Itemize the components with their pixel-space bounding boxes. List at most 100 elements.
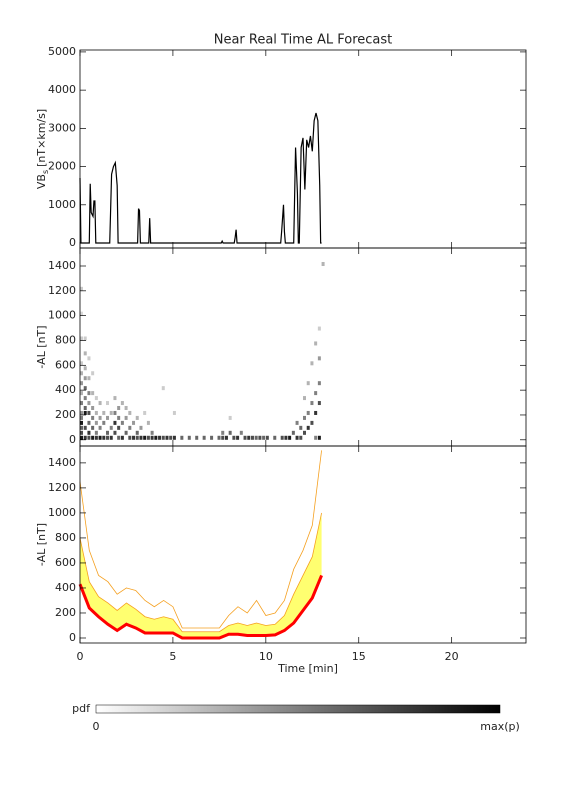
pdf-cell (113, 410, 117, 415)
pdf-cell (221, 435, 225, 440)
pdf-cell (98, 435, 102, 440)
pdf-cell (317, 381, 321, 386)
pdf-cell (98, 401, 102, 406)
y-tick-label: 600 (55, 556, 76, 569)
x-tick-label: 5 (169, 650, 176, 663)
pdf-cell (143, 435, 147, 440)
pdf-cell (317, 356, 321, 361)
pdf-cell (135, 430, 139, 435)
pdf-cell (306, 381, 310, 386)
y-tick-label: 1200 (48, 481, 76, 494)
y-axis-label: -AL [nT] (35, 523, 48, 566)
pdf-cell (120, 420, 124, 425)
y-tick-label: 1000 (48, 506, 76, 519)
pdf-cell (91, 371, 95, 376)
pdf-cell (202, 435, 206, 440)
pdf-cell (306, 410, 310, 415)
pdf-cell (80, 420, 83, 425)
pdf-cell (91, 425, 95, 430)
pdf-cell (109, 425, 113, 430)
series-line (79, 112, 322, 244)
pdf-cell (83, 336, 87, 341)
pdf-cell (94, 410, 98, 415)
pdf-cell (314, 435, 318, 440)
y-axis-label-main: VB (35, 174, 48, 189)
pdf-cell (247, 435, 251, 440)
pdf-cell (146, 420, 150, 425)
pdf-cell (187, 435, 191, 440)
pdf-cell (243, 435, 247, 440)
pdf-cell (169, 435, 173, 440)
colorbar-max: max(p) (480, 720, 520, 733)
y-axis-label-sub: s (41, 170, 50, 174)
series-line (78, 574, 323, 640)
y-tick-label: 4000 (48, 83, 76, 96)
pdf-cell (80, 311, 83, 316)
pdf-cell (87, 401, 91, 406)
pdf-cell (102, 410, 106, 415)
pdf-cell (87, 410, 91, 415)
pdf-cell (94, 430, 98, 435)
pdf-cell (146, 435, 150, 440)
pdf-cell (106, 435, 110, 440)
pdf-cell (83, 351, 87, 356)
y-tick-label: 1000 (48, 198, 76, 211)
pdf-cell (83, 425, 87, 430)
plot-frame (79, 445, 527, 644)
pdf-cell (165, 435, 169, 440)
pdf-cell (80, 415, 83, 420)
pdf-cell (150, 435, 154, 440)
pdf-cell (295, 435, 299, 440)
pdf-cell (83, 376, 87, 381)
pdf-cell (303, 430, 306, 435)
pdf-cell (228, 430, 232, 435)
pdf-cell (303, 396, 306, 401)
pdf-cell (314, 410, 318, 415)
pdf-cell (94, 396, 98, 401)
pdf-cell (288, 435, 292, 440)
pdf-cell (98, 415, 102, 420)
pdf-cell (117, 406, 121, 410)
pdf-cell (236, 435, 240, 440)
pdf-cell (113, 430, 117, 435)
x-tick-label: 10 (259, 650, 273, 663)
chart-title: Near Real Time AL Forecast (214, 33, 393, 48)
pdf-cell (161, 386, 165, 391)
pdf-cell (106, 415, 110, 420)
pdf-cell (91, 415, 95, 420)
pdf-cell (321, 262, 325, 266)
pdf-cell (317, 401, 321, 406)
pdf-cell (80, 391, 83, 396)
pdf-cell (195, 435, 199, 440)
y-axis-label: -AL [nT] (35, 325, 48, 368)
colorbar-label: pdf (72, 702, 91, 715)
pdf-cell (106, 401, 110, 406)
pdf-cell (109, 435, 113, 440)
pdf-cell (135, 415, 139, 420)
pdf-cell (109, 410, 113, 415)
pdf-cell (80, 381, 83, 386)
pdf-cell (221, 430, 225, 435)
pdf-cell (139, 425, 143, 430)
pdf-cell (280, 435, 284, 440)
series-line (79, 450, 322, 629)
colorbar (95, 704, 501, 714)
pdf-cell (80, 430, 83, 435)
pdf-cell (80, 286, 83, 291)
pdf-cell (117, 425, 121, 430)
pdf-cell (299, 435, 303, 440)
pdf-cell (317, 326, 321, 331)
pdf-cell (314, 391, 318, 396)
x-tick-label: 20 (445, 650, 459, 663)
y-tick-label: 3000 (48, 121, 76, 134)
pdf-cell (254, 435, 258, 440)
pdf-cell (310, 401, 314, 406)
y-tick-label: 0 (69, 433, 76, 446)
pdf-cell (295, 420, 299, 425)
pdf-cell (124, 430, 128, 435)
pdf-cell (314, 341, 318, 346)
pdf-cell (80, 336, 83, 341)
y-tick-label: 800 (55, 333, 76, 346)
pdf-cell (250, 435, 254, 440)
